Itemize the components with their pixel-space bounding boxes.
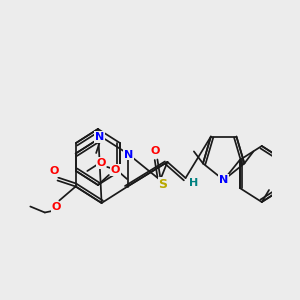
Text: I: I: [299, 199, 300, 212]
Text: O: O: [52, 202, 61, 212]
Text: N: N: [95, 132, 104, 142]
Text: S: S: [158, 178, 167, 190]
Text: N: N: [124, 149, 133, 160]
Text: O: O: [151, 146, 160, 156]
Text: O: O: [110, 165, 120, 175]
Text: H: H: [189, 178, 198, 188]
Text: O: O: [49, 167, 58, 176]
Text: N: N: [219, 175, 228, 185]
Text: O: O: [96, 158, 106, 168]
